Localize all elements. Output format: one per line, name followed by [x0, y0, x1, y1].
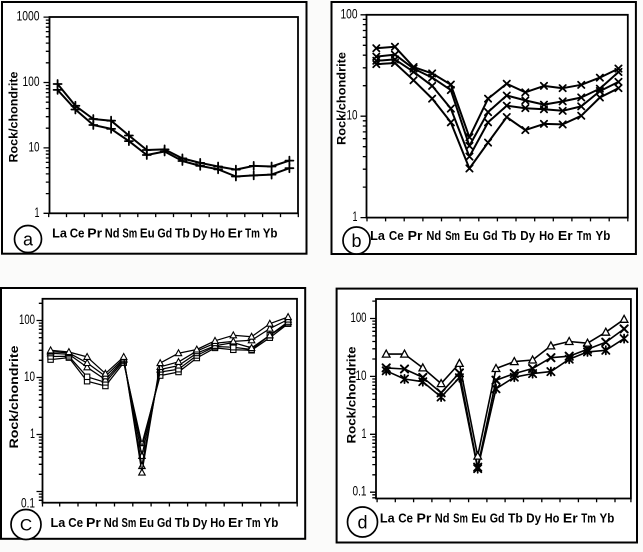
- svg-text:Tb: Tb: [175, 227, 190, 241]
- svg-text:Pr: Pr: [417, 512, 432, 526]
- svg-text:Eu: Eu: [464, 229, 479, 243]
- svg-text:a: a: [23, 229, 34, 249]
- svg-text:1: 1: [353, 208, 358, 224]
- svg-text:Nd: Nd: [104, 516, 119, 530]
- svg-text:Er: Er: [558, 229, 573, 243]
- svg-text:Tm: Tm: [245, 227, 260, 241]
- svg-text:La: La: [51, 516, 67, 530]
- svg-text:Nd: Nd: [105, 227, 120, 241]
- svg-text:C: C: [20, 516, 32, 535]
- svg-text:0.1: 0.1: [353, 483, 367, 499]
- svg-text:Ho: Ho: [210, 227, 225, 241]
- svg-text:1: 1: [362, 425, 367, 441]
- svg-text:Pr: Pr: [408, 229, 423, 243]
- svg-text:100: 100: [19, 311, 35, 327]
- svg-text:Tm: Tm: [246, 516, 261, 530]
- svg-text:La: La: [52, 227, 68, 241]
- svg-text:Sm: Sm: [445, 229, 460, 243]
- svg-text:Er: Er: [228, 227, 243, 241]
- svg-text:d: d: [357, 512, 367, 532]
- svg-text:Dy: Dy: [526, 512, 541, 526]
- svg-text:10: 10: [347, 107, 358, 123]
- svg-text:Er: Er: [563, 512, 578, 526]
- svg-text:Er: Er: [228, 516, 243, 530]
- svg-text:Eu: Eu: [140, 227, 155, 241]
- svg-text:Ce: Ce: [398, 512, 413, 526]
- svg-text:1: 1: [35, 204, 40, 220]
- svg-text:100: 100: [341, 5, 358, 21]
- svg-text:100: 100: [23, 73, 40, 89]
- svg-text:Sm: Sm: [453, 512, 468, 526]
- svg-text:b: b: [351, 231, 361, 251]
- svg-text:10: 10: [356, 367, 367, 383]
- svg-text:Gd: Gd: [157, 227, 172, 241]
- svg-text:Gd: Gd: [157, 516, 172, 530]
- svg-text:100: 100: [351, 309, 367, 325]
- svg-text:Ce: Ce: [70, 227, 85, 241]
- svg-text:Gd: Gd: [490, 512, 505, 526]
- svg-text:Nd: Nd: [426, 229, 441, 243]
- svg-text:Rock/chondrite: Rock/chondrite: [9, 346, 21, 449]
- svg-text:Tb: Tb: [175, 516, 190, 530]
- svg-text:Gd: Gd: [483, 229, 498, 243]
- svg-text:10: 10: [24, 368, 35, 384]
- svg-text:Ce: Ce: [389, 229, 404, 243]
- svg-text:Yb: Yb: [596, 229, 611, 243]
- svg-text:Tb: Tb: [502, 229, 517, 243]
- svg-text:Ho: Ho: [210, 516, 225, 530]
- svg-text:Tm: Tm: [581, 512, 596, 526]
- svg-text:Rock/chondrite: Rock/chondrite: [337, 52, 349, 145]
- svg-text:Dy: Dy: [520, 229, 535, 243]
- svg-text:Yb: Yb: [600, 512, 615, 526]
- svg-text:Pr: Pr: [86, 516, 101, 530]
- svg-text:La: La: [370, 229, 386, 243]
- svg-text:Nd: Nd: [435, 512, 450, 526]
- svg-text:Rock/chondrite: Rock/chondrite: [9, 72, 21, 163]
- svg-text:La: La: [380, 512, 396, 526]
- svg-text:Dy: Dy: [193, 227, 208, 241]
- svg-text:Tb: Tb: [508, 512, 523, 526]
- svg-text:10: 10: [29, 138, 40, 154]
- svg-text:Ho: Ho: [545, 512, 560, 526]
- svg-text:1: 1: [30, 425, 35, 441]
- svg-text:Yb: Yb: [263, 227, 278, 241]
- svg-text:Eu: Eu: [139, 516, 154, 530]
- svg-text:Pr: Pr: [87, 227, 102, 241]
- svg-text:Ho: Ho: [539, 229, 554, 243]
- svg-text:Tm: Tm: [577, 229, 592, 243]
- svg-text:Rock/chondrite: Rock/chondrite: [347, 347, 359, 444]
- svg-text:Eu: Eu: [471, 512, 486, 526]
- svg-text:Dy: Dy: [193, 516, 208, 530]
- svg-text:Sm: Sm: [122, 516, 137, 530]
- svg-text:1000: 1000: [17, 8, 40, 24]
- svg-text:0.1: 0.1: [21, 494, 35, 510]
- svg-text:Ce: Ce: [68, 516, 83, 530]
- svg-text:Sm: Sm: [122, 227, 137, 241]
- svg-text:Yb: Yb: [264, 516, 279, 530]
